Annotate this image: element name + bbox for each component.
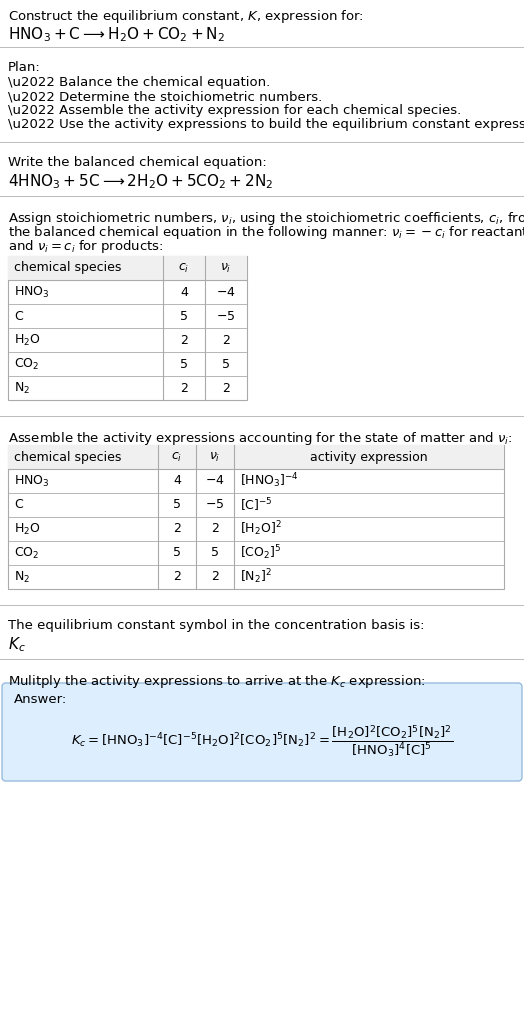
Text: 2: 2 xyxy=(173,523,181,535)
Text: $c_i$: $c_i$ xyxy=(178,262,190,274)
Text: 2: 2 xyxy=(211,571,219,583)
Text: $\mathrm{H_2O}$: $\mathrm{H_2O}$ xyxy=(14,332,40,348)
Text: chemical species: chemical species xyxy=(14,262,122,274)
Text: 4: 4 xyxy=(173,475,181,488)
Text: 5: 5 xyxy=(180,357,188,370)
Text: $\nu_i$: $\nu_i$ xyxy=(209,450,221,463)
Text: Plan:: Plan: xyxy=(8,61,41,74)
Text: \u2022 Balance the chemical equation.: \u2022 Balance the chemical equation. xyxy=(8,76,270,89)
Text: Construct the equilibrium constant, $K$, expression for:: Construct the equilibrium constant, $K$,… xyxy=(8,8,364,25)
Text: $\mathrm{C}$: $\mathrm{C}$ xyxy=(14,498,24,512)
Text: Write the balanced chemical equation:: Write the balanced chemical equation: xyxy=(8,155,267,169)
Text: $\mathrm{CO_2}$: $\mathrm{CO_2}$ xyxy=(14,356,39,371)
Text: 2: 2 xyxy=(222,333,230,347)
Text: 2: 2 xyxy=(180,382,188,395)
Text: 2: 2 xyxy=(222,382,230,395)
Text: $-5$: $-5$ xyxy=(216,310,236,322)
Text: $K_c$: $K_c$ xyxy=(8,635,26,654)
Bar xyxy=(8,256,247,280)
Text: Mulitply the activity expressions to arrive at the $K_c$ expression:: Mulitply the activity expressions to arr… xyxy=(8,673,426,690)
Text: 5: 5 xyxy=(173,546,181,560)
Text: the balanced chemical equation in the following manner: $\nu_i = -c_i$ for react: the balanced chemical equation in the fo… xyxy=(8,224,524,241)
Text: $K_c = [\mathrm{HNO_3}]^{-4} [\mathrm{C}]^{-5} [\mathrm{H_2O}]^{2} [\mathrm{CO_2: $K_c = [\mathrm{HNO_3}]^{-4} [\mathrm{C}… xyxy=(71,724,453,760)
Text: 5: 5 xyxy=(222,357,230,370)
Text: $[\mathrm{HNO_3}]^{-4}$: $[\mathrm{HNO_3}]^{-4}$ xyxy=(240,472,299,490)
Text: \u2022 Determine the stoichiometric numbers.: \u2022 Determine the stoichiometric numb… xyxy=(8,90,322,103)
Text: $\mathrm{C}$: $\mathrm{C}$ xyxy=(14,310,24,322)
Text: The equilibrium constant symbol in the concentration basis is:: The equilibrium constant symbol in the c… xyxy=(8,619,424,632)
Text: activity expression: activity expression xyxy=(310,450,428,463)
FancyBboxPatch shape xyxy=(2,683,522,781)
Text: $\mathrm{CO_2}$: $\mathrm{CO_2}$ xyxy=(14,545,39,561)
Text: $4 \mathrm{HNO_3} + 5 \mathrm{C} \longrightarrow 2 \mathrm{H_2O} + 5 \mathrm{CO_: $4 \mathrm{HNO_3} + 5 \mathrm{C} \longri… xyxy=(8,172,274,190)
Text: 5: 5 xyxy=(211,546,219,560)
Text: \u2022 Use the activity expressions to build the equilibrium constant expression: \u2022 Use the activity expressions to b… xyxy=(8,118,524,131)
Text: $\mathrm{HNO_3 + C \longrightarrow H_2O + CO_2 + N_2}$: $\mathrm{HNO_3 + C \longrightarrow H_2O … xyxy=(8,25,225,44)
Text: $-4$: $-4$ xyxy=(205,475,225,488)
Text: $\mathrm{H_2O}$: $\mathrm{H_2O}$ xyxy=(14,522,40,536)
Text: $\mathrm{HNO_3}$: $\mathrm{HNO_3}$ xyxy=(14,474,50,489)
Text: 2: 2 xyxy=(173,571,181,583)
Bar xyxy=(8,445,504,589)
Text: 2: 2 xyxy=(180,333,188,347)
Text: $[\mathrm{C}]^{-5}$: $[\mathrm{C}]^{-5}$ xyxy=(240,496,273,514)
Text: 4: 4 xyxy=(180,285,188,299)
Text: chemical species: chemical species xyxy=(14,450,122,463)
Text: $-4$: $-4$ xyxy=(216,285,236,299)
Text: $[\mathrm{N_2}]^{2}$: $[\mathrm{N_2}]^{2}$ xyxy=(240,568,272,586)
Text: $\mathrm{N_2}$: $\mathrm{N_2}$ xyxy=(14,570,30,584)
Bar xyxy=(8,445,504,469)
Text: $\mathrm{HNO_3}$: $\mathrm{HNO_3}$ xyxy=(14,284,50,300)
Text: 5: 5 xyxy=(173,498,181,512)
Text: Assign stoichiometric numbers, $\nu_i$, using the stoichiometric coefficients, $: Assign stoichiometric numbers, $\nu_i$, … xyxy=(8,210,524,227)
Text: \u2022 Assemble the activity expression for each chemical species.: \u2022 Assemble the activity expression … xyxy=(8,104,461,117)
Text: $[\mathrm{CO_2}]^{5}$: $[\mathrm{CO_2}]^{5}$ xyxy=(240,543,281,563)
Text: 5: 5 xyxy=(180,310,188,322)
Text: $-5$: $-5$ xyxy=(205,498,225,512)
Text: and $\nu_i = c_i$ for products:: and $\nu_i = c_i$ for products: xyxy=(8,238,163,255)
Text: $\mathrm{N_2}$: $\mathrm{N_2}$ xyxy=(14,381,30,396)
Text: Assemble the activity expressions accounting for the state of matter and $\nu_i$: Assemble the activity expressions accoun… xyxy=(8,430,512,447)
Text: $[\mathrm{H_2O}]^{2}$: $[\mathrm{H_2O}]^{2}$ xyxy=(240,520,282,538)
Bar xyxy=(8,256,247,400)
Text: Answer:: Answer: xyxy=(14,693,67,706)
Text: $c_i$: $c_i$ xyxy=(171,450,183,463)
Text: $\nu_i$: $\nu_i$ xyxy=(220,262,232,274)
Text: 2: 2 xyxy=(211,523,219,535)
